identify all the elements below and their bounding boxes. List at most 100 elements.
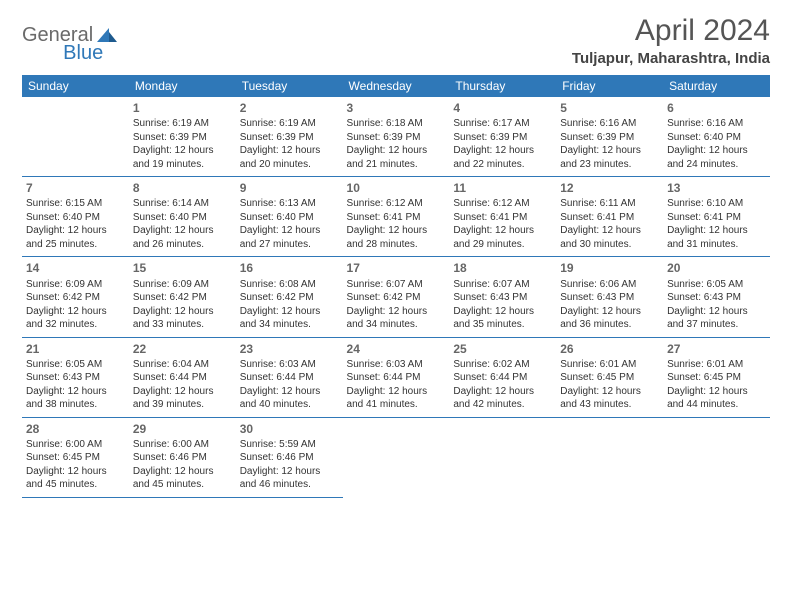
sunrise-text: Sunrise: 6:03 AM xyxy=(240,358,339,372)
sunset-text: Sunset: 6:42 PM xyxy=(26,291,125,305)
day-number: 10 xyxy=(347,180,446,196)
sunset-text: Sunset: 6:39 PM xyxy=(133,131,232,145)
day-header: Monday xyxy=(129,75,236,97)
logo-text-blue: Blue xyxy=(63,42,103,65)
sunset-text: Sunset: 6:46 PM xyxy=(240,451,339,465)
daylight-text: Daylight: 12 hours and 28 minutes. xyxy=(347,224,446,251)
daylight-text: Daylight: 12 hours and 38 minutes. xyxy=(26,385,125,412)
calendar-cell: 3Sunrise: 6:18 AMSunset: 6:39 PMDaylight… xyxy=(343,97,450,177)
sunrise-text: Sunrise: 6:16 AM xyxy=(667,117,766,131)
daylight-text: Daylight: 12 hours and 33 minutes. xyxy=(133,305,232,332)
daylight-text: Daylight: 12 hours and 34 minutes. xyxy=(240,305,339,332)
day-header: Sunday xyxy=(22,75,129,97)
sunrise-text: Sunrise: 5:59 AM xyxy=(240,438,339,452)
calendar-cell: 24Sunrise: 6:03 AMSunset: 6:44 PMDayligh… xyxy=(343,337,450,417)
calendar-week-row: 21Sunrise: 6:05 AMSunset: 6:43 PMDayligh… xyxy=(22,337,770,417)
sunrise-text: Sunrise: 6:18 AM xyxy=(347,117,446,131)
day-number: 14 xyxy=(26,260,125,276)
daylight-text: Daylight: 12 hours and 43 minutes. xyxy=(560,385,659,412)
day-number: 2 xyxy=(240,100,339,116)
day-number: 27 xyxy=(667,341,766,357)
sunrise-text: Sunrise: 6:05 AM xyxy=(26,358,125,372)
calendar-cell: 20Sunrise: 6:05 AMSunset: 6:43 PMDayligh… xyxy=(663,257,770,337)
calendar-cell xyxy=(556,417,663,497)
sunset-text: Sunset: 6:43 PM xyxy=(453,291,552,305)
sunset-text: Sunset: 6:43 PM xyxy=(560,291,659,305)
daylight-text: Daylight: 12 hours and 42 minutes. xyxy=(453,385,552,412)
sunrise-text: Sunrise: 6:19 AM xyxy=(240,117,339,131)
daylight-text: Daylight: 12 hours and 26 minutes. xyxy=(133,224,232,251)
sunset-text: Sunset: 6:39 PM xyxy=(240,131,339,145)
calendar-cell: 13Sunrise: 6:10 AMSunset: 6:41 PMDayligh… xyxy=(663,177,770,257)
location: Tuljapur, Maharashtra, India xyxy=(572,50,770,67)
sunrise-text: Sunrise: 6:10 AM xyxy=(667,197,766,211)
calendar-cell: 1Sunrise: 6:19 AMSunset: 6:39 PMDaylight… xyxy=(129,97,236,177)
calendar-cell: 12Sunrise: 6:11 AMSunset: 6:41 PMDayligh… xyxy=(556,177,663,257)
calendar-cell: 5Sunrise: 6:16 AMSunset: 6:39 PMDaylight… xyxy=(556,97,663,177)
calendar-cell xyxy=(449,417,556,497)
day-number: 24 xyxy=(347,341,446,357)
sunset-text: Sunset: 6:44 PM xyxy=(133,371,232,385)
sunrise-text: Sunrise: 6:07 AM xyxy=(453,278,552,292)
sunrise-text: Sunrise: 6:14 AM xyxy=(133,197,232,211)
calendar-cell: 7Sunrise: 6:15 AMSunset: 6:40 PMDaylight… xyxy=(22,177,129,257)
day-header: Friday xyxy=(556,75,663,97)
sunset-text: Sunset: 6:39 PM xyxy=(347,131,446,145)
sunrise-text: Sunrise: 6:15 AM xyxy=(26,197,125,211)
sunset-text: Sunset: 6:44 PM xyxy=(347,371,446,385)
day-number: 1 xyxy=(133,100,232,116)
sunrise-text: Sunrise: 6:13 AM xyxy=(240,197,339,211)
calendar-cell: 29Sunrise: 6:00 AMSunset: 6:46 PMDayligh… xyxy=(129,417,236,497)
sunrise-text: Sunrise: 6:03 AM xyxy=(347,358,446,372)
day-number: 16 xyxy=(240,260,339,276)
calendar-cell: 6Sunrise: 6:16 AMSunset: 6:40 PMDaylight… xyxy=(663,97,770,177)
sunrise-text: Sunrise: 6:12 AM xyxy=(453,197,552,211)
calendar-cell: 22Sunrise: 6:04 AMSunset: 6:44 PMDayligh… xyxy=(129,337,236,417)
sunset-text: Sunset: 6:43 PM xyxy=(26,371,125,385)
day-number: 26 xyxy=(560,341,659,357)
day-number: 7 xyxy=(26,180,125,196)
daylight-text: Daylight: 12 hours and 29 minutes. xyxy=(453,224,552,251)
day-number: 25 xyxy=(453,341,552,357)
day-number: 8 xyxy=(133,180,232,196)
daylight-text: Daylight: 12 hours and 45 minutes. xyxy=(133,465,232,492)
day-number: 28 xyxy=(26,421,125,437)
day-number: 9 xyxy=(240,180,339,196)
sunset-text: Sunset: 6:42 PM xyxy=(133,291,232,305)
calendar-week-row: 1Sunrise: 6:19 AMSunset: 6:39 PMDaylight… xyxy=(22,97,770,177)
daylight-text: Daylight: 12 hours and 36 minutes. xyxy=(560,305,659,332)
calendar-cell: 23Sunrise: 6:03 AMSunset: 6:44 PMDayligh… xyxy=(236,337,343,417)
day-number: 13 xyxy=(667,180,766,196)
sunrise-text: Sunrise: 6:01 AM xyxy=(560,358,659,372)
calendar-cell: 17Sunrise: 6:07 AMSunset: 6:42 PMDayligh… xyxy=(343,257,450,337)
calendar-week-row: 14Sunrise: 6:09 AMSunset: 6:42 PMDayligh… xyxy=(22,257,770,337)
sunrise-text: Sunrise: 6:19 AM xyxy=(133,117,232,131)
daylight-text: Daylight: 12 hours and 34 minutes. xyxy=(347,305,446,332)
sunrise-text: Sunrise: 6:00 AM xyxy=(26,438,125,452)
calendar-cell: 11Sunrise: 6:12 AMSunset: 6:41 PMDayligh… xyxy=(449,177,556,257)
day-number: 3 xyxy=(347,100,446,116)
daylight-text: Daylight: 12 hours and 45 minutes. xyxy=(26,465,125,492)
day-number: 17 xyxy=(347,260,446,276)
daylight-text: Daylight: 12 hours and 41 minutes. xyxy=(347,385,446,412)
daylight-text: Daylight: 12 hours and 37 minutes. xyxy=(667,305,766,332)
day-header: Tuesday xyxy=(236,75,343,97)
day-number: 29 xyxy=(133,421,232,437)
calendar-cell: 21Sunrise: 6:05 AMSunset: 6:43 PMDayligh… xyxy=(22,337,129,417)
calendar-cell xyxy=(663,417,770,497)
sunrise-text: Sunrise: 6:00 AM xyxy=(133,438,232,452)
sunset-text: Sunset: 6:39 PM xyxy=(453,131,552,145)
sunrise-text: Sunrise: 6:12 AM xyxy=(347,197,446,211)
calendar-cell: 15Sunrise: 6:09 AMSunset: 6:42 PMDayligh… xyxy=(129,257,236,337)
daylight-text: Daylight: 12 hours and 44 minutes. xyxy=(667,385,766,412)
daylight-text: Daylight: 12 hours and 27 minutes. xyxy=(240,224,339,251)
title-block: April 2024 Tuljapur, Maharashtra, India xyxy=(572,14,770,67)
calendar-cell: 14Sunrise: 6:09 AMSunset: 6:42 PMDayligh… xyxy=(22,257,129,337)
day-number: 22 xyxy=(133,341,232,357)
sunset-text: Sunset: 6:43 PM xyxy=(667,291,766,305)
daylight-text: Daylight: 12 hours and 20 minutes. xyxy=(240,144,339,171)
daylight-text: Daylight: 12 hours and 22 minutes. xyxy=(453,144,552,171)
calendar-cell: 18Sunrise: 6:07 AMSunset: 6:43 PMDayligh… xyxy=(449,257,556,337)
calendar-week-row: 28Sunrise: 6:00 AMSunset: 6:45 PMDayligh… xyxy=(22,417,770,497)
sunrise-text: Sunrise: 6:08 AM xyxy=(240,278,339,292)
